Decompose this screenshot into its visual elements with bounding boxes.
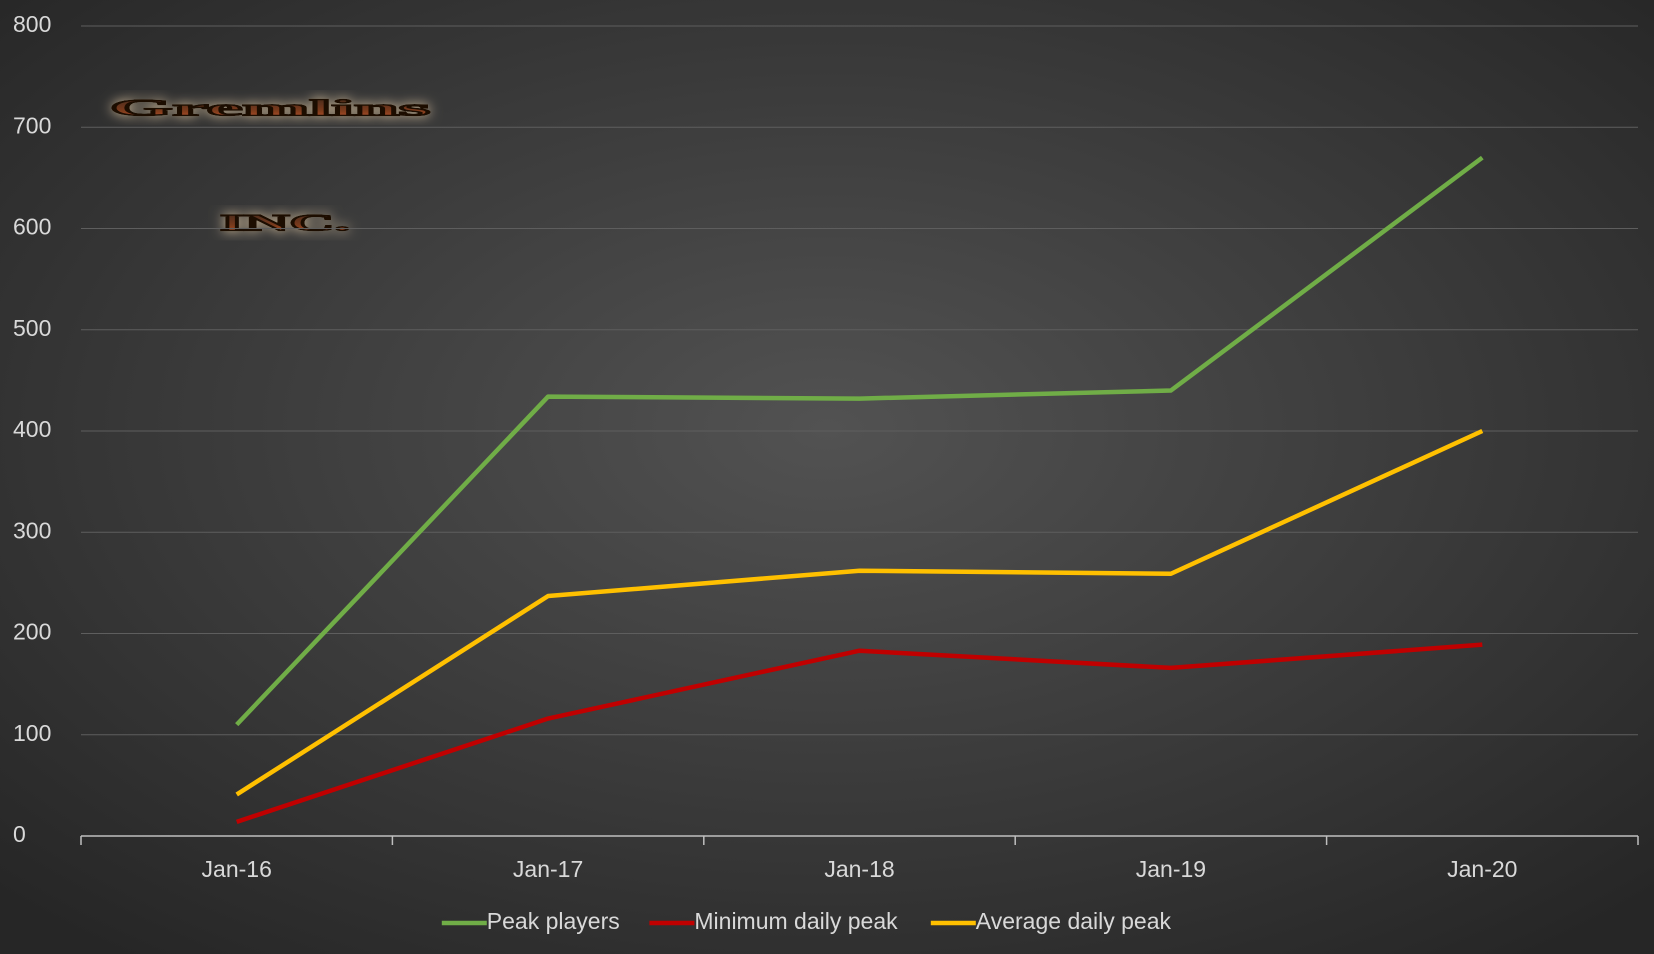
line-series	[235, 642, 1483, 824]
y-tick-label: 700	[13, 112, 51, 138]
y-tick-label: 300	[13, 517, 51, 543]
y-tick-label: 500	[13, 315, 51, 341]
y-tick-label: 0	[13, 821, 26, 847]
y-tick-label: 600	[13, 214, 51, 240]
legend-label: Minimum daily peak	[694, 908, 898, 934]
y-tick-label: 200	[13, 619, 51, 645]
y-tick-label: 800	[13, 11, 51, 37]
x-tick-label: Jan-17	[513, 856, 583, 882]
line-series	[235, 155, 1484, 727]
logo-subtitle: INC.	[220, 210, 350, 235]
legend-label: Average daily peak	[976, 908, 1172, 934]
legend-label: Peak players	[487, 908, 620, 934]
x-tick-label: Jan-20	[1447, 856, 1517, 882]
x-tick-label: Jan-19	[1136, 856, 1206, 882]
y-tick-label: 400	[13, 416, 51, 442]
x-tick-label: Jan-16	[202, 856, 272, 882]
x-tick-label: Jan-18	[824, 856, 894, 882]
y-tick-label: 100	[13, 720, 51, 746]
logo-title: Gremlins	[110, 95, 430, 120]
line-series	[235, 428, 1484, 797]
